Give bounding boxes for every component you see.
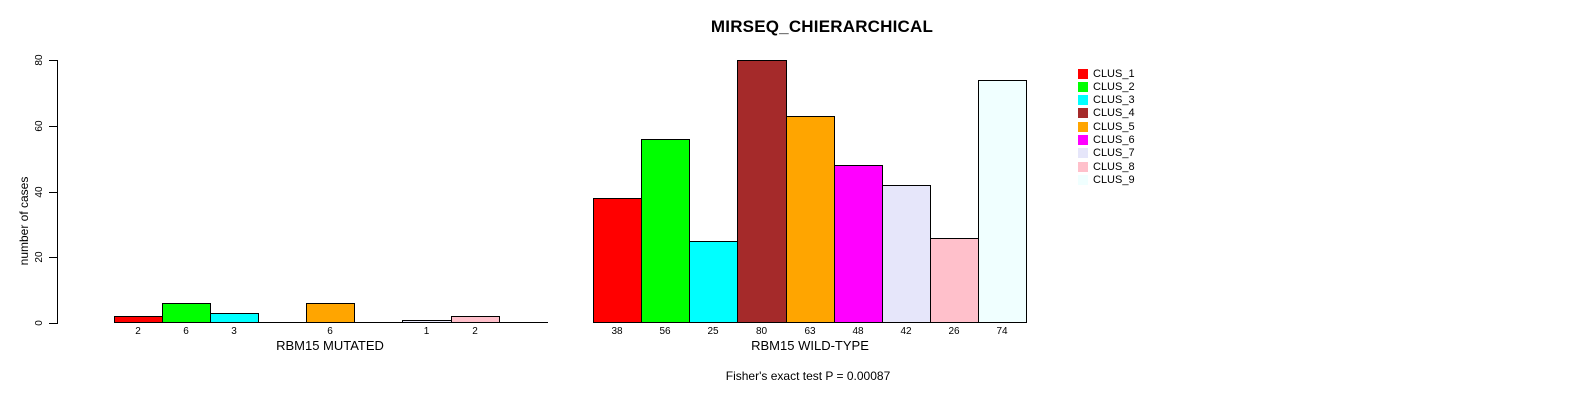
bar-label: 2 — [135, 326, 141, 337]
y-tick — [49, 257, 57, 258]
x-axis-label-wildtype: RBM15 WILD-TYPE — [751, 338, 869, 353]
legend-swatch — [1078, 95, 1088, 106]
bar — [978, 80, 1027, 323]
legend-label: CLUS_9 — [1093, 173, 1135, 186]
bar — [210, 313, 259, 323]
legend-swatch — [1078, 135, 1088, 145]
y-tick — [49, 323, 57, 324]
bar-label: 6 — [327, 326, 333, 337]
legend-swatch — [1078, 81, 1088, 92]
legend-swatch — [1078, 121, 1088, 132]
bar-label: 3 — [231, 326, 237, 337]
x-axis-label-mutated: RBM15 MUTATED — [276, 338, 384, 353]
legend-swatch — [1078, 148, 1088, 159]
bar — [689, 241, 738, 323]
bar-label: 56 — [659, 326, 671, 337]
y-axis-line — [57, 60, 58, 324]
y-tick — [49, 126, 57, 127]
bar-label: 2 — [472, 326, 478, 337]
legend-label: CLUS_1 — [1093, 67, 1135, 80]
chart-title: MIRSEQ_CHIERARCHICAL — [710, 17, 934, 36]
legend-label: CLUS_3 — [1093, 94, 1135, 107]
chart-subtitle: Fisher's exact test P = 0.00087 — [725, 369, 891, 383]
bar-label: 1 — [423, 326, 430, 337]
y-tick — [49, 192, 57, 193]
bar-label: 25 — [707, 326, 719, 337]
legend-label: CLUS_7 — [1093, 147, 1135, 160]
bar-label: 6 — [183, 326, 189, 337]
bar-label: 38 — [611, 326, 623, 337]
bar-label: 63 — [804, 326, 816, 337]
legend-swatch — [1078, 161, 1088, 172]
bar-label: 74 — [996, 326, 1008, 337]
legend-swatch — [1078, 174, 1088, 185]
bar — [451, 316, 500, 323]
legend-label: CLUS_2 — [1093, 80, 1135, 93]
bar — [306, 303, 355, 323]
bar — [593, 198, 642, 323]
bar-label: 42 — [900, 326, 912, 337]
bar-label: 80 — [755, 326, 768, 337]
bar — [930, 238, 979, 323]
legend-label: CLUS_6 — [1093, 134, 1135, 146]
bar-label: 48 — [852, 326, 864, 337]
legend-label: CLUS_8 — [1093, 160, 1135, 173]
legend-swatch — [1078, 108, 1088, 119]
legend-label: CLUS_5 — [1093, 120, 1135, 133]
bar-label: 26 — [948, 326, 960, 337]
y-tick — [49, 60, 57, 61]
legend-swatch — [1078, 68, 1088, 79]
legend-label: CLUS_4 — [1093, 107, 1135, 120]
bar — [641, 139, 690, 323]
